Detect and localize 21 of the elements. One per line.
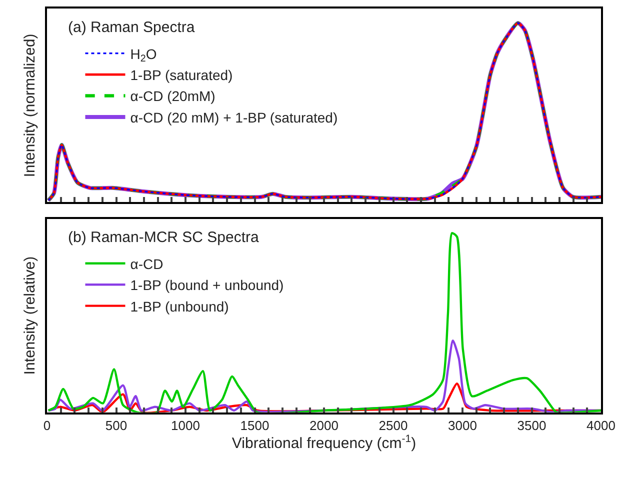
y-axis-title: Intensity (normalized) — [22, 34, 39, 178]
legend-label: 1-BP (saturated) — [130, 67, 233, 84]
x-tick-label: 500 — [105, 418, 128, 433]
x-tick-label: 1000 — [171, 418, 200, 433]
x-tick-label: 4000 — [586, 418, 616, 433]
x-axis-title: Vibrational frequency (cm$^{-1}$) — [232, 432, 416, 452]
legend-label: α-CD (20mM) — [130, 88, 216, 104]
x-tick-label: 0 — [43, 418, 51, 433]
legend-label: α-CD — [130, 256, 164, 272]
legend-label: 1-BP (bound + unbound) — [130, 277, 284, 294]
x-tick-label: 2500 — [378, 418, 408, 433]
chart-title: (b) Raman-MCR SC Spectra — [68, 229, 260, 246]
legend-label: H$_{2}$O — [130, 46, 157, 65]
legend-label: α-CD (20 mM) + 1-BP (saturated) — [130, 109, 338, 126]
y-axis-title: Intensity (relative) — [22, 256, 39, 375]
x-tick-label: 2000 — [310, 418, 338, 433]
x-tick-label: 3000 — [448, 418, 477, 433]
chart-title: (a) Raman Spectra — [68, 19, 196, 36]
legend-label: 1-BP (unbound) — [130, 298, 229, 314]
x-tick-label: 3500 — [517, 418, 546, 433]
x-tick-label: 1500 — [240, 418, 270, 433]
